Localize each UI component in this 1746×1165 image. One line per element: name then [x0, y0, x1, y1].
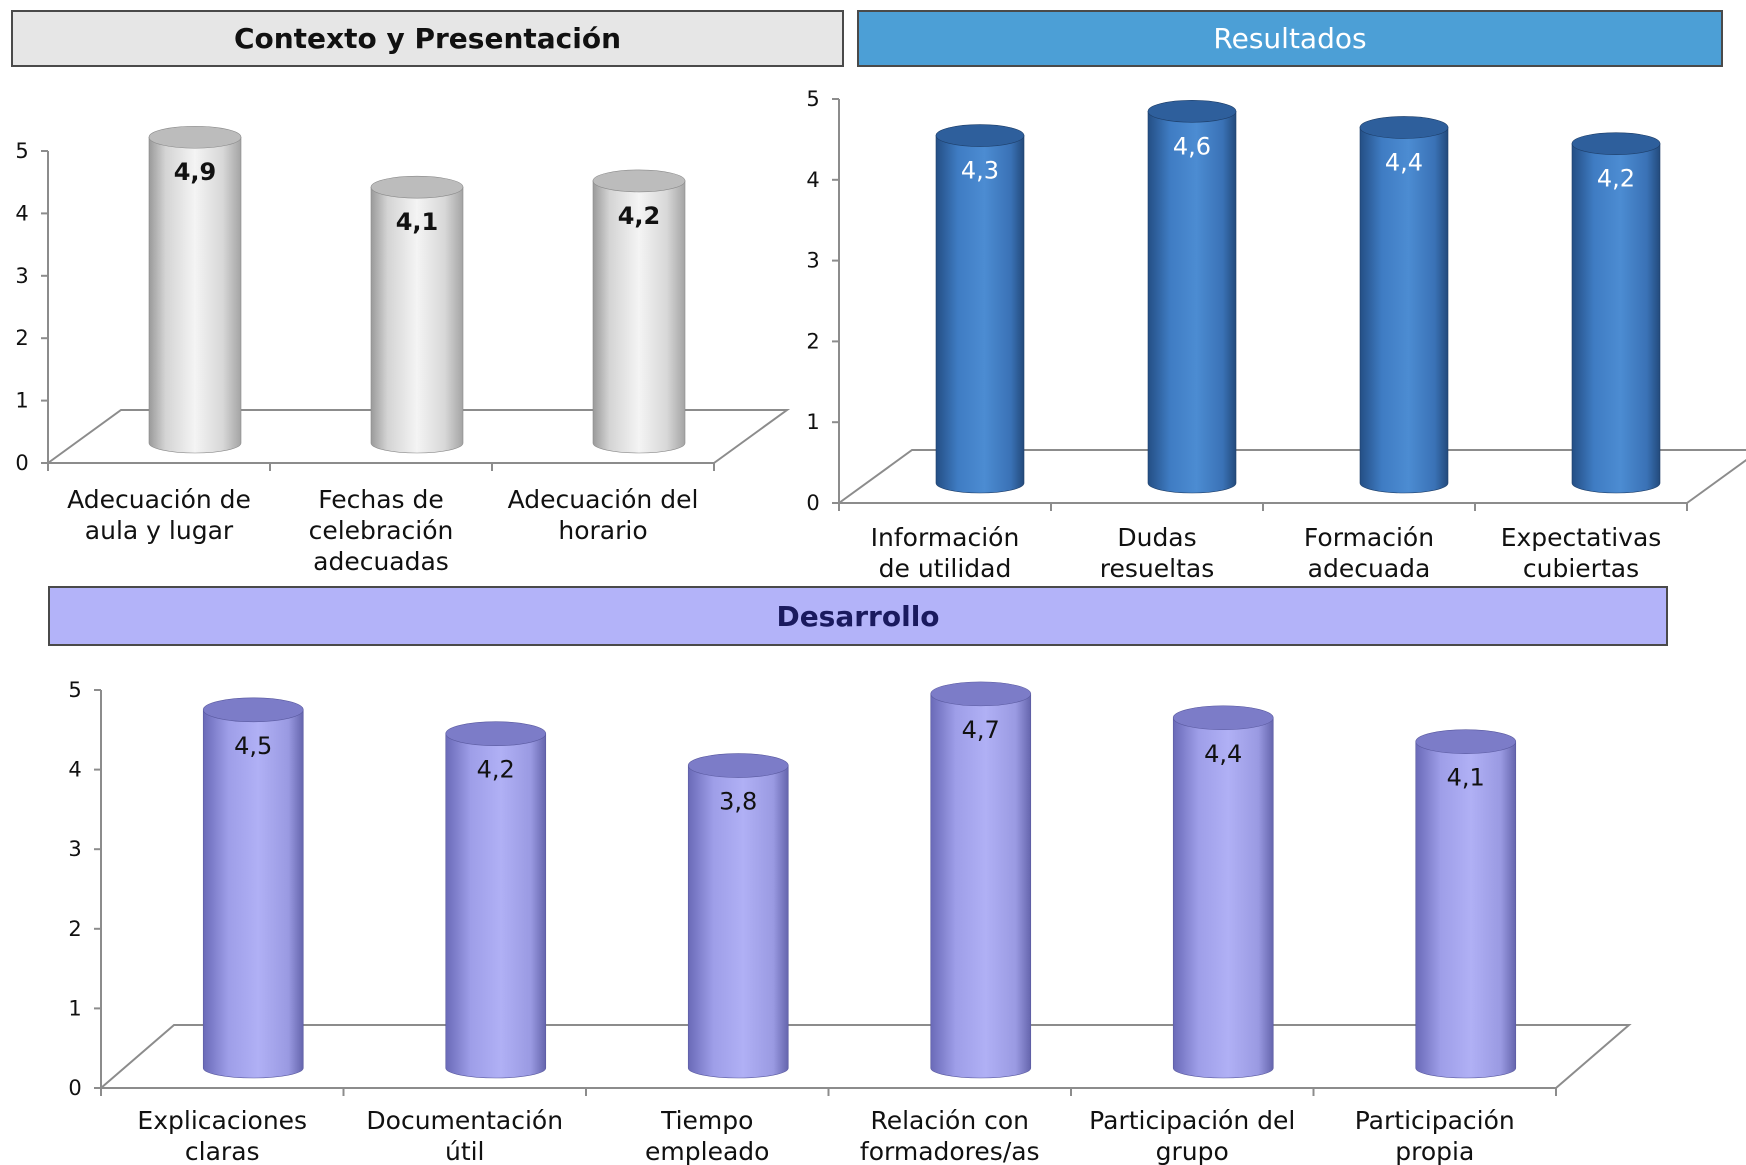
x-category-label: Formación adecuada — [1304, 523, 1434, 583]
data-label: 4,1 — [396, 208, 439, 236]
y-tick-label: 0 — [15, 451, 28, 475]
chart-contexto: 0 1 2 3 4 5 4,9 4,1 4,2 Adecuación de aula y lugar… — [15, 125, 791, 576]
bar-cylinder — [592, 169, 686, 454]
chart-floor — [838, 449, 1746, 504]
y-tick-label: 5 — [806, 87, 819, 111]
y-tick-label: 2 — [68, 917, 81, 941]
resultados-header: Resultados — [857, 10, 1723, 67]
y-tick-label: 4 — [68, 758, 81, 782]
x-category-label: Relación con formadores/as — [860, 1106, 1040, 1165]
x-category-label: Participación propia — [1355, 1106, 1515, 1165]
data-label: 4,4 — [1385, 148, 1423, 176]
data-label: 4,1 — [1447, 764, 1485, 792]
x-category-label: Explicaciones claras — [137, 1106, 307, 1165]
y-tick-label: 3 — [15, 264, 28, 288]
data-label: 4,9 — [174, 158, 217, 186]
data-label: 4,6 — [1173, 132, 1211, 160]
x-category-label: Adecuación del horario — [508, 485, 699, 545]
desarrollo-header: Desarrollo — [48, 586, 1668, 646]
x-category-label: Fechas de celebración adecuadas — [309, 485, 454, 576]
y-tick-label: 4 — [15, 201, 28, 225]
y-tick-label: 3 — [68, 837, 81, 861]
contexto-header: Contexto y Presentación — [11, 10, 844, 67]
y-tick-label: 5 — [68, 678, 81, 702]
x-category-label: Expectativas cubiertas — [1501, 523, 1662, 583]
data-label: 4,2 — [618, 202, 661, 230]
bar-cylinder — [370, 175, 464, 454]
bar-cylinder — [1571, 132, 1661, 494]
bar-cylinder — [445, 721, 547, 1079]
x-category-label: Adecuación de aula y lugar — [67, 485, 251, 545]
chart-desarrollo: 0 1 2 3 4 5 4,5 4,2 3,8 4,7 4,4 4,1 Explicaciones cla… — [68, 678, 1632, 1165]
data-label: 4,3 — [961, 157, 999, 185]
data-label: 4,4 — [1204, 740, 1242, 768]
data-label: 4,5 — [234, 732, 272, 760]
bar-cylinder — [930, 681, 1032, 1079]
chart-floor — [100, 1024, 1632, 1089]
bar-cylinder — [935, 124, 1025, 494]
bar-cylinder — [1172, 705, 1274, 1079]
x-category-label: Participación del grupo — [1089, 1106, 1295, 1165]
chart-resultados: 0 1 2 3 4 5 4,3 4,6 4,4 4,2 Información de utilidad… — [806, 87, 1746, 583]
y-tick-label: 0 — [806, 491, 819, 515]
bar-cylinder — [202, 697, 304, 1079]
y-tick-label: 1 — [68, 996, 81, 1020]
data-label: 3,8 — [719, 788, 757, 816]
y-tick-label: 4 — [806, 168, 819, 192]
data-label: 4,2 — [477, 756, 515, 784]
y-tick-label: 1 — [15, 389, 28, 413]
y-tick-label: 3 — [806, 249, 819, 273]
y-tick-label: 5 — [15, 139, 28, 163]
bar-cylinder — [687, 753, 789, 1079]
x-category-label: Información de utilidad — [871, 523, 1020, 583]
x-category-label: Documentación útil — [366, 1106, 563, 1165]
bar-cylinder — [1359, 116, 1449, 494]
bar-cylinder — [1415, 729, 1517, 1079]
y-tick-label: 2 — [806, 329, 819, 353]
data-label: 4,2 — [1597, 165, 1635, 193]
x-category-label: Tiempo empleado — [645, 1106, 769, 1165]
bar-cylinder — [1147, 100, 1237, 494]
bar-cylinder — [148, 125, 242, 454]
y-tick-label: 1 — [806, 410, 819, 434]
data-label: 4,7 — [962, 716, 1000, 744]
y-tick-label: 0 — [68, 1076, 81, 1100]
x-category-label: Dudas resueltas — [1100, 523, 1214, 583]
y-tick-label: 2 — [15, 326, 28, 350]
